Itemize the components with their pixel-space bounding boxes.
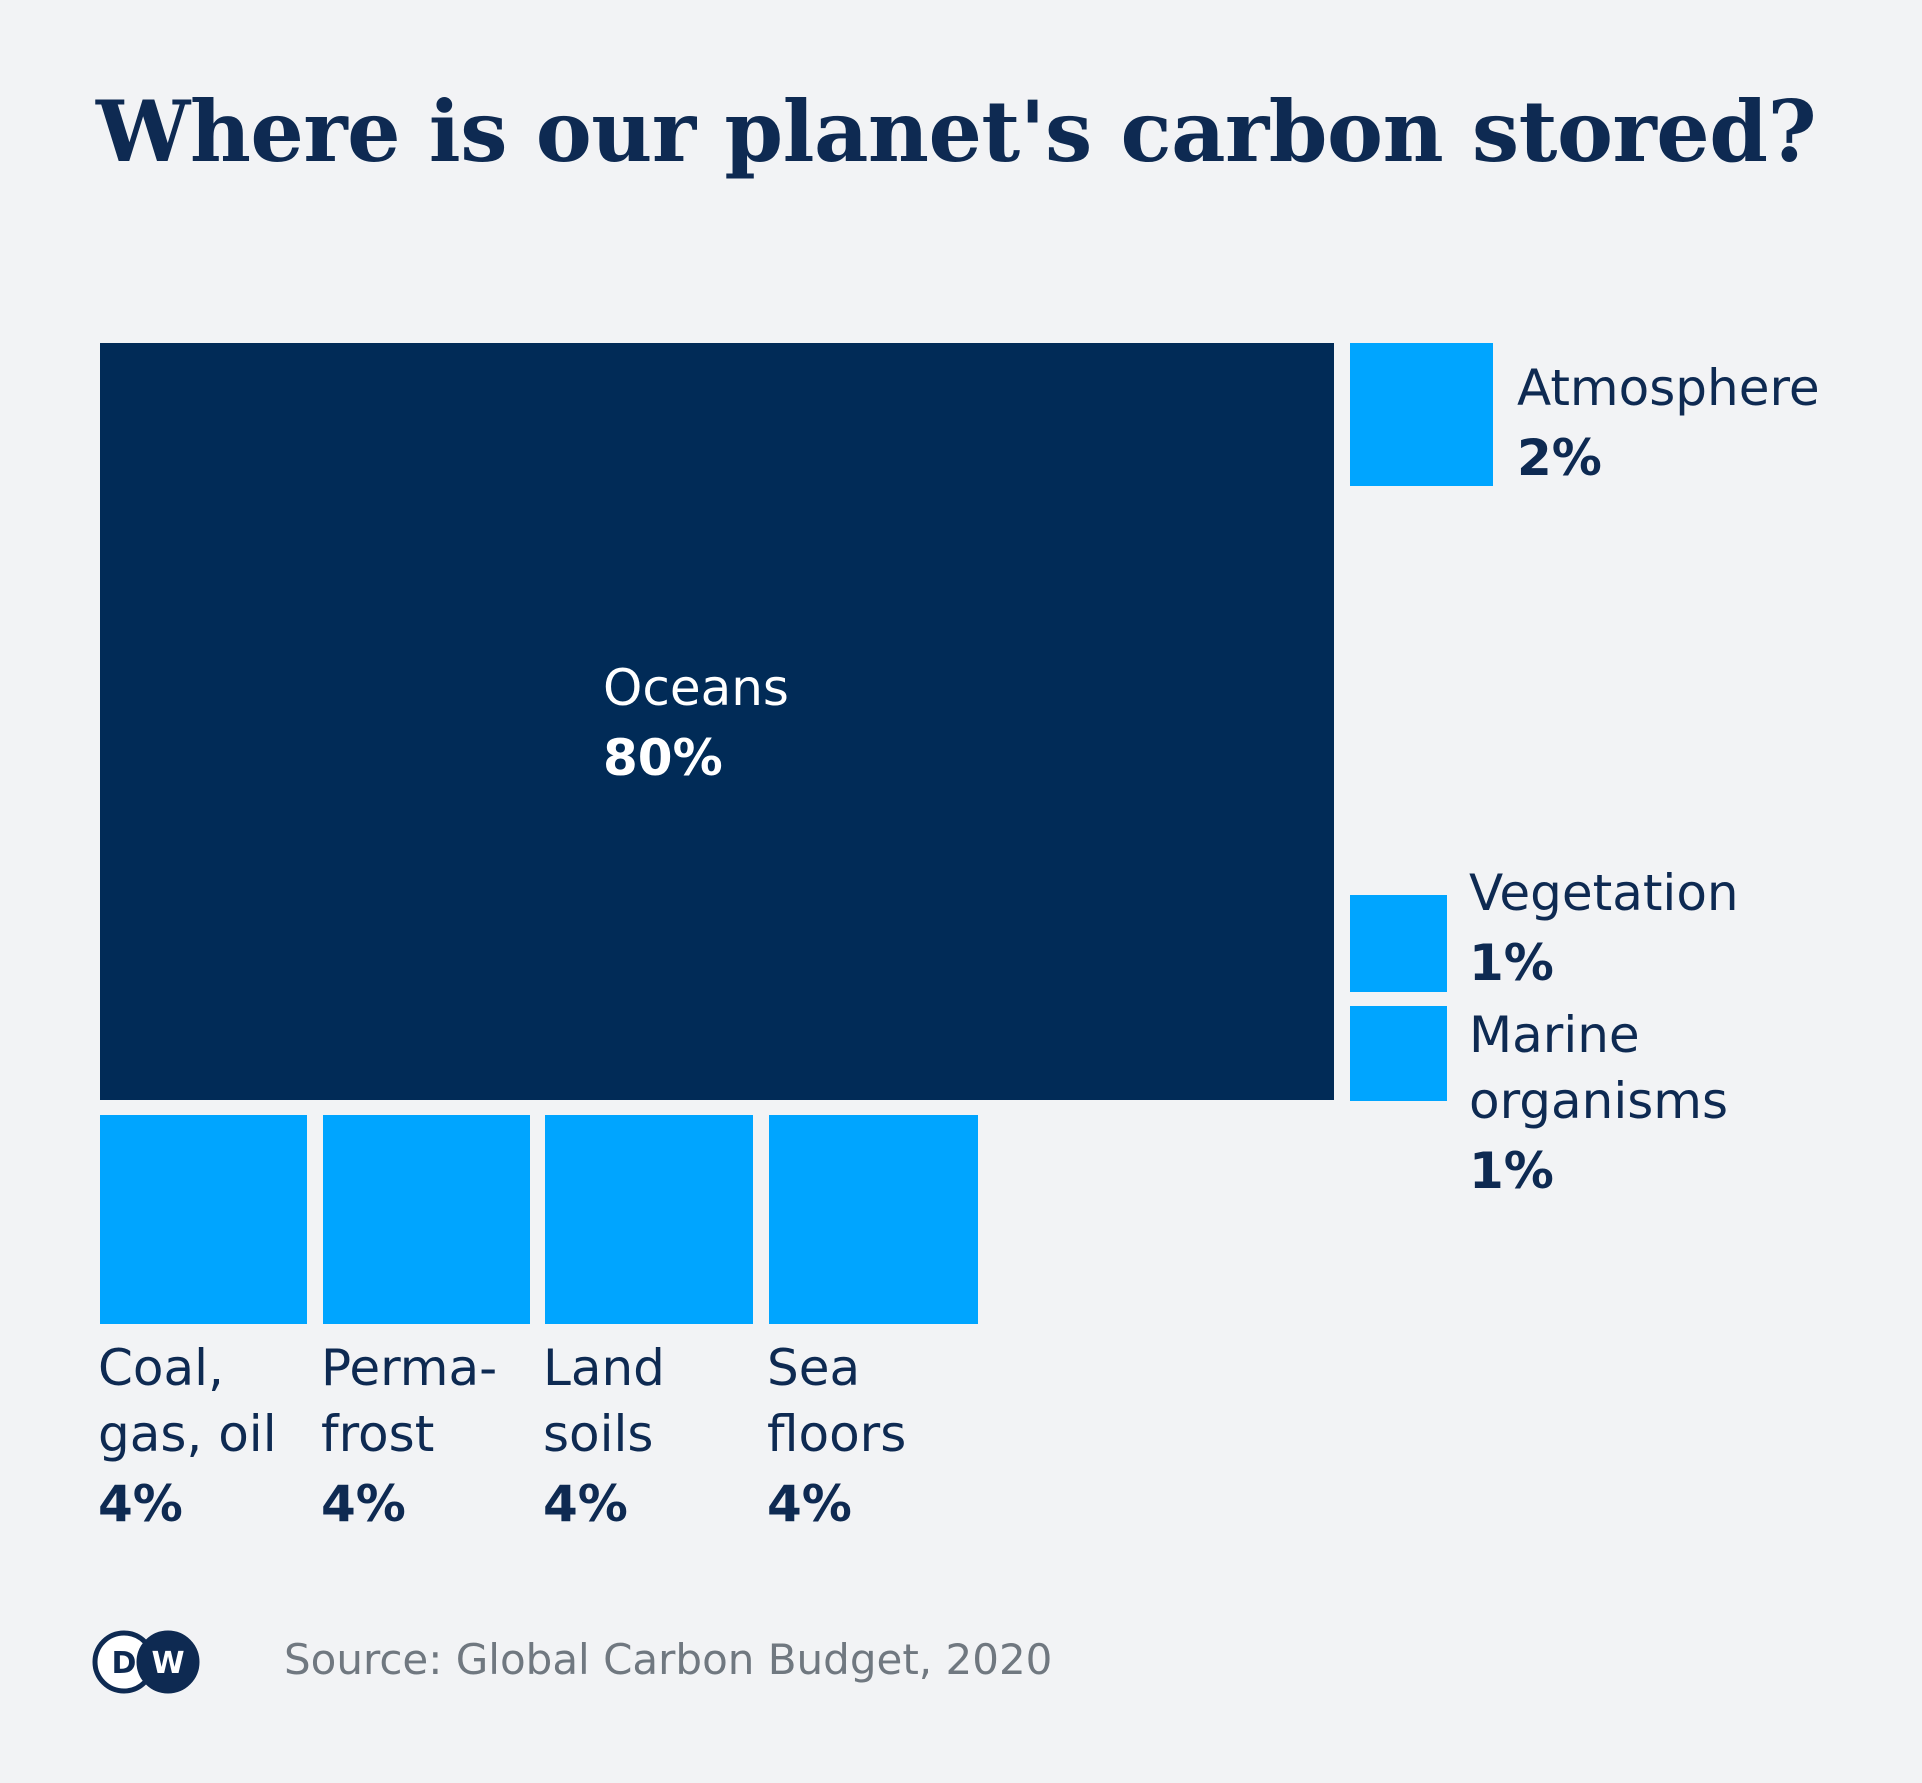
treemap-chart: Oceans 80% Atmosphere 2% Vegetation 1% Marine o…	[98, 343, 1820, 1533]
tile-marine	[1350, 1006, 1447, 1101]
tile-permafrost	[323, 1115, 530, 1324]
tile-vegetation	[1350, 895, 1447, 992]
svg-text:D: D	[112, 1646, 137, 1681]
tile-value-vegetation: 1%	[1469, 934, 1554, 992]
tile-label-soils: soils	[543, 1405, 653, 1463]
tile-value-soils: 4%	[543, 1475, 628, 1533]
tile-label-permafrost: Perma-	[321, 1339, 497, 1397]
tile-oceans	[100, 343, 1334, 1100]
tile-value-coal: 4%	[98, 1475, 183, 1533]
tile-value-marine: 1%	[1469, 1142, 1554, 1200]
dw-logo-icon: D W	[92, 1630, 200, 1694]
tile-seafloors	[769, 1115, 978, 1324]
tile-value-atmosphere: 2%	[1517, 429, 1602, 487]
tile-label-seafloors: floors	[767, 1405, 906, 1463]
svg-text:W: W	[151, 1646, 184, 1681]
tile-value-permafrost: 4%	[321, 1475, 406, 1533]
tile-label-oceans: Oceans	[603, 659, 789, 717]
tile-soils	[545, 1115, 753, 1324]
tile-label-permafrost: frost	[321, 1405, 434, 1463]
tile-label-marine: organisms	[1469, 1072, 1728, 1130]
tile-label-coal: gas, oil	[98, 1405, 277, 1463]
tile-label-seafloors: Sea	[767, 1339, 860, 1397]
source-note: Source: Global Carbon Budget, 2020	[284, 1635, 1053, 1684]
tile-label-marine: Marine	[1469, 1006, 1640, 1064]
tile-atmosphere	[1350, 343, 1493, 486]
tile-label-soils: Land	[543, 1339, 665, 1397]
tile-value-seafloors: 4%	[767, 1475, 852, 1533]
tile-label-atmosphere: Atmosphere	[1517, 359, 1820, 417]
tile-label-vegetation: Vegetation	[1469, 864, 1739, 922]
tile-coal	[100, 1115, 307, 1324]
chart-title: Where is our planet's carbon stored?	[96, 82, 1817, 181]
tile-label-coal: Coal,	[98, 1339, 224, 1397]
tile-value-oceans: 80%	[603, 729, 723, 787]
